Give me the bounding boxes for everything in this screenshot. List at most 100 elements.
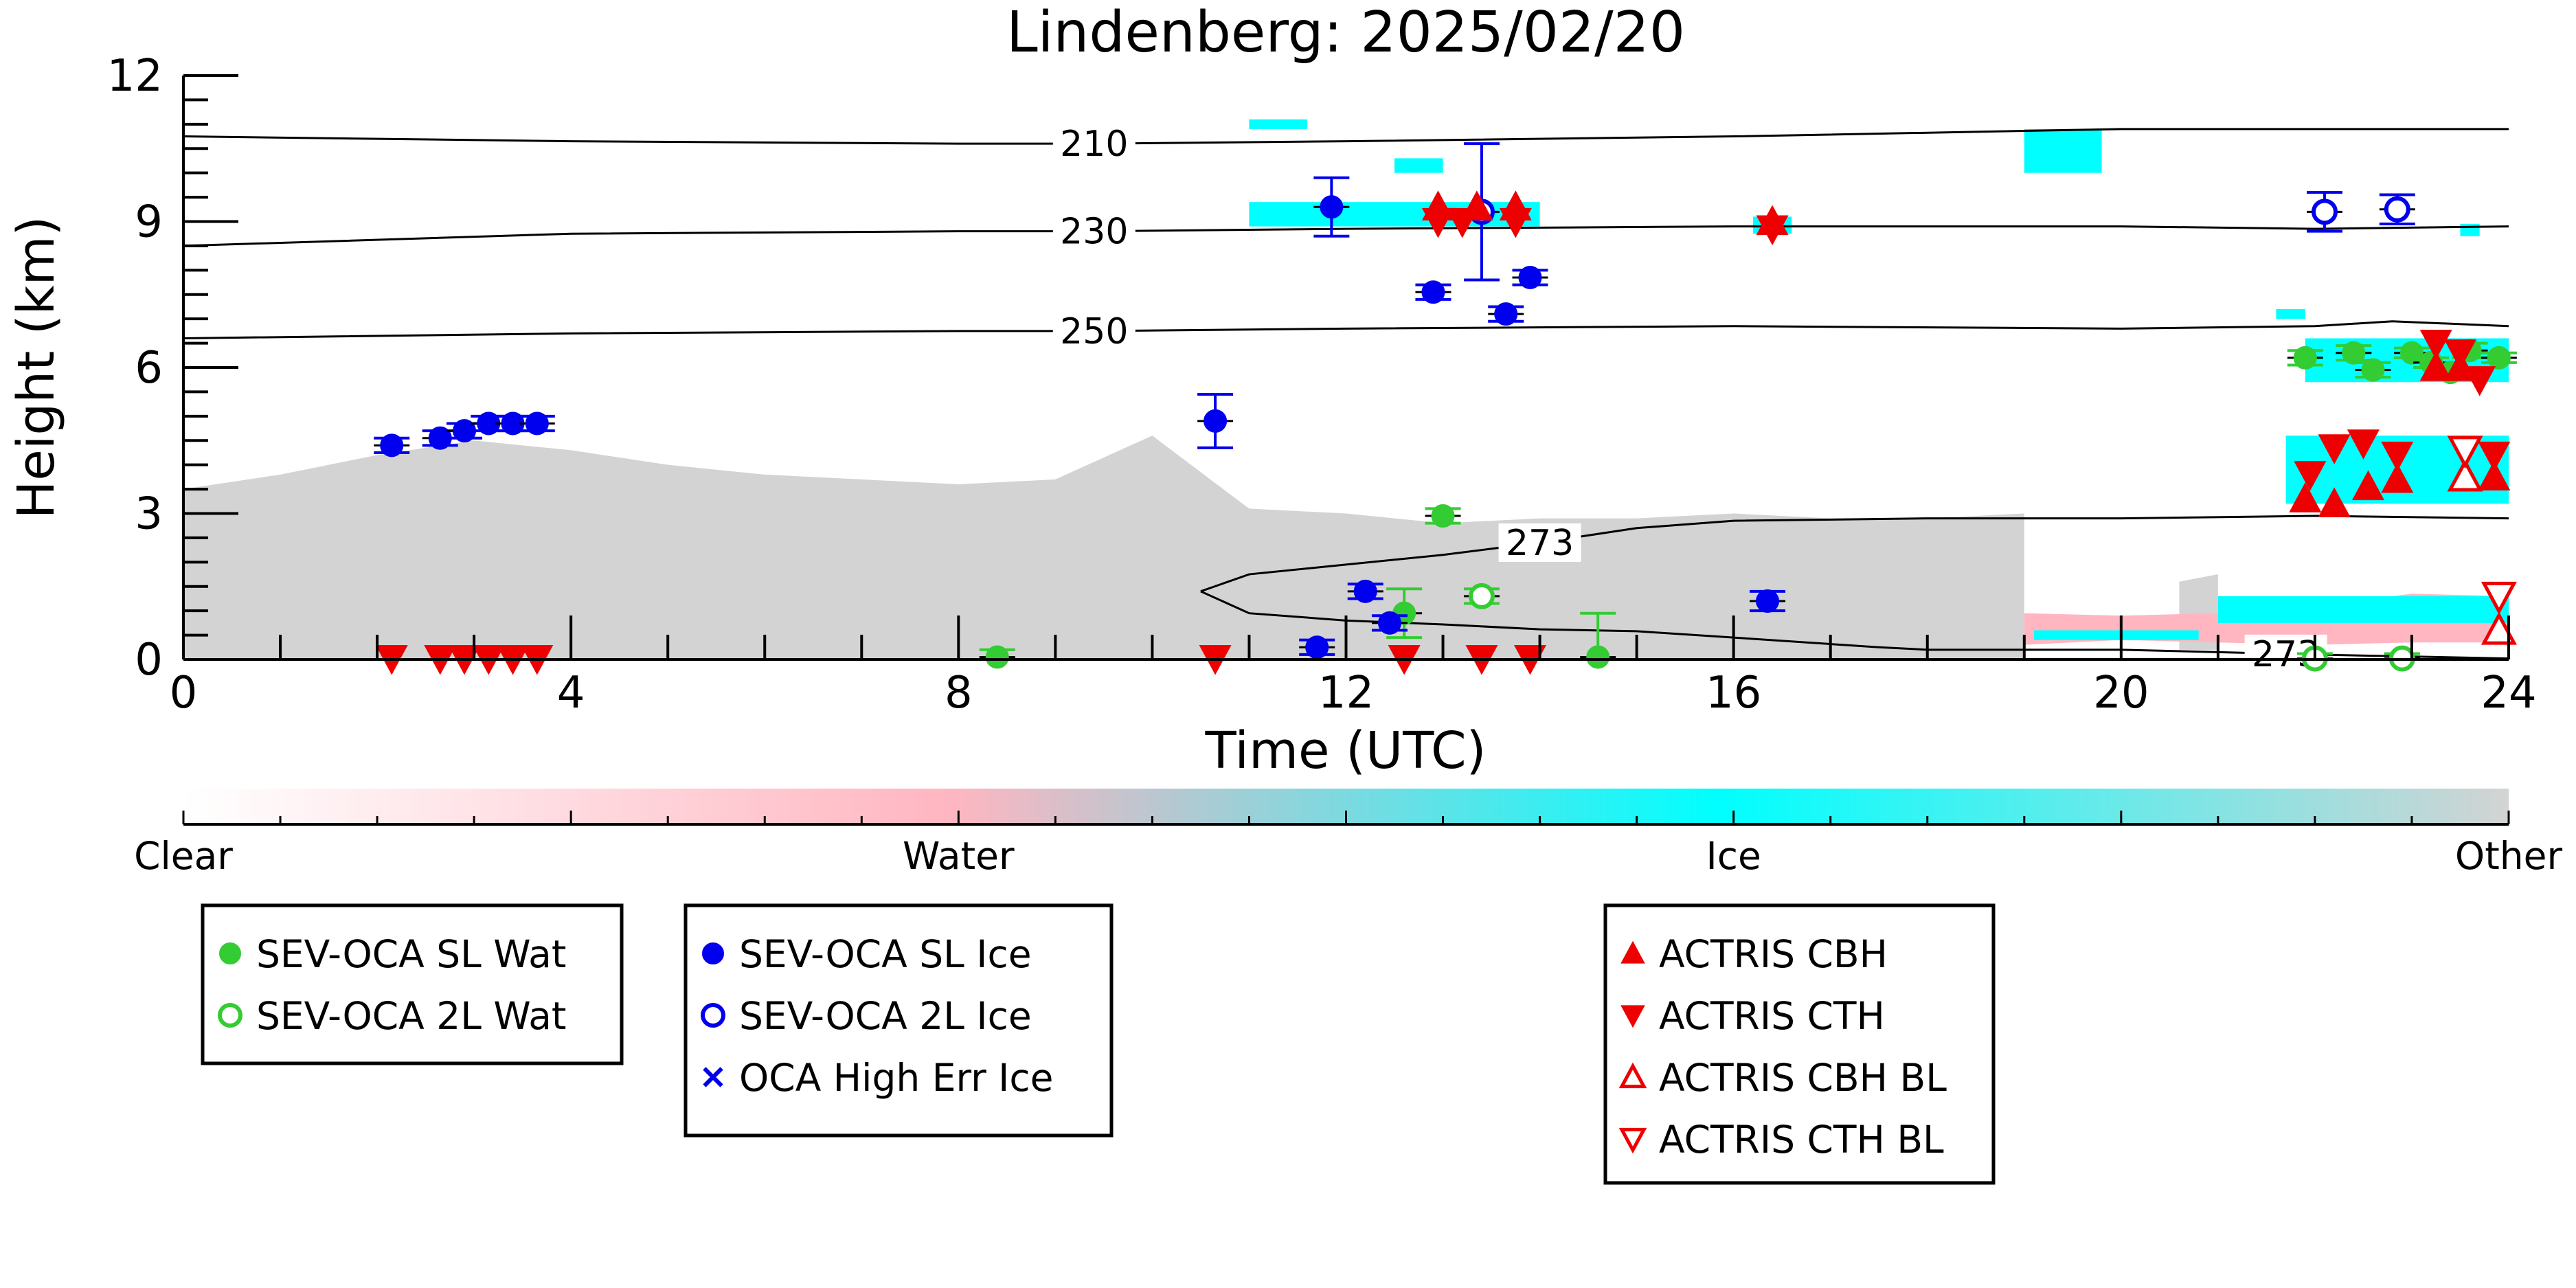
legend-label: SEV-OCA 2L Wat xyxy=(256,994,567,1038)
point-actris-cbh xyxy=(2351,470,2385,501)
ice-region xyxy=(1249,119,1308,129)
legend-box-3: ACTRIS CBH ACTRIS CTH ACTRIS CBH BL ACTRIS … xyxy=(1603,903,1996,1185)
contour-line xyxy=(183,128,2509,145)
colorbar-label-ice: Ice xyxy=(1706,834,1761,878)
legend-label: ACTRIS CBH BL xyxy=(1659,1056,1947,1100)
point-actris-cth xyxy=(2463,366,2496,396)
x-ticks: 0 4 8 12 16 20 24 xyxy=(170,615,2537,719)
point-actris-cth xyxy=(2294,461,2327,491)
point-sev-oca-sl-ice xyxy=(1756,589,1780,613)
contour-line xyxy=(1200,590,2509,659)
legend-marker xyxy=(218,1003,242,1028)
point-sev-oca-sl-ice xyxy=(1204,409,1228,433)
point-actris-cbh-bl xyxy=(2481,611,2517,645)
ice-region xyxy=(2217,596,2509,623)
x-tick-label: 20 xyxy=(2093,668,2149,719)
point-sev-oca-sl-wat xyxy=(2342,341,2366,365)
point-sev-oca-sl-ice xyxy=(1377,611,1401,635)
point-sev-oca-sl-ice xyxy=(1518,265,1542,289)
contour-label-bg xyxy=(1052,212,1136,251)
point-sev-oca-sl-wat xyxy=(2361,358,2385,382)
point-actris-cth xyxy=(2443,339,2477,370)
legend-marker xyxy=(1620,1005,1645,1028)
ice-region xyxy=(2033,630,2199,640)
point-actris-cbh xyxy=(2419,351,2452,381)
point-sev-oca-sl-ice xyxy=(1305,635,1329,659)
legends: SEV-OCA SL Wat SEV-OCA 2L Wat SEV-OCA SL I… xyxy=(201,903,1996,1185)
y-tick-label: 3 xyxy=(135,489,163,540)
temperature-contours xyxy=(183,128,2509,659)
point-actris-cbh xyxy=(2318,487,2351,517)
x-tick-label: 12 xyxy=(1318,668,1374,719)
point-actris-cth xyxy=(2478,441,2511,472)
x-tick-label: 24 xyxy=(2481,668,2536,719)
contour-label: 250 xyxy=(1060,311,1128,352)
contour-line xyxy=(183,320,2509,339)
plot-background xyxy=(183,119,2509,659)
point-actris-cbh xyxy=(2478,460,2511,490)
point-sev-oca-sl-ice xyxy=(1421,280,1445,304)
contour-label-bg xyxy=(1052,124,1136,163)
point-actris-cth xyxy=(1421,207,1455,238)
legend-marker xyxy=(219,942,241,964)
x-tick-label: 16 xyxy=(1706,668,1761,719)
point-actris-cth xyxy=(2381,441,2414,472)
point-actris-cth xyxy=(1446,207,1479,238)
contour-label: 210 xyxy=(1060,124,1128,165)
x-tick-label: 8 xyxy=(945,668,973,719)
point-sev-oca-2l-wat xyxy=(1468,583,1495,609)
chart-title: Lindenberg: 2025/02/20 xyxy=(1006,0,1685,65)
y-ticks: 0 3 6 9 12 xyxy=(107,51,238,686)
point-sev-oca-sl-wat xyxy=(985,645,1009,669)
point-actris-cbh xyxy=(2289,482,2322,512)
legend-label: SEV-OCA 2L Ice xyxy=(739,994,1032,1038)
point-sev-oca-sl-ice xyxy=(1494,302,1518,326)
data-marks xyxy=(374,142,2517,675)
legend-label: SEV-OCA SL Wat xyxy=(256,932,566,976)
ice-region xyxy=(2024,128,2102,173)
contour-line xyxy=(183,225,2509,247)
y-axis-label: Height (km) xyxy=(7,216,66,519)
ice-region xyxy=(1249,202,1540,227)
point-actris-cth xyxy=(2419,330,2452,360)
other-region xyxy=(183,436,2024,659)
point-actris-cth-bl xyxy=(2481,581,2517,615)
legend-marker xyxy=(1618,1062,1647,1089)
x-axis-label: Time (UTC) xyxy=(1204,721,1486,780)
contour-line xyxy=(1200,515,2509,593)
colorbar-labels: Clear Water Ice Other xyxy=(134,834,2562,878)
colorbar-ticks xyxy=(182,811,2510,824)
legend-marker xyxy=(703,1067,723,1087)
point-sev-oca-sl-ice xyxy=(1320,195,1344,219)
contour-label: 230 xyxy=(1060,212,1128,253)
point-sev-oca-sl-wat xyxy=(2487,346,2511,370)
legend-label: SEV-OCA SL Ice xyxy=(739,932,1032,976)
point-sev-oca-2l-ice xyxy=(2384,196,2410,223)
legend-box-2: SEV-OCA SL Ice SEV-OCA 2L Ice OCA High Err… xyxy=(683,903,1114,1138)
point-sev-oca-sl-ice xyxy=(525,411,549,436)
ice-region xyxy=(1394,158,1443,173)
legend-marker xyxy=(702,942,724,964)
point-sev-oca-sl-ice xyxy=(1353,579,1377,603)
point-actris-cth xyxy=(1499,207,1532,238)
colorbar-label-other: Other xyxy=(2455,834,2563,878)
point-actris-cbh xyxy=(2381,462,2414,493)
point-sev-oca-sl-wat xyxy=(2293,346,2317,370)
ice-region xyxy=(2276,309,2305,319)
legend-marker xyxy=(1618,1127,1647,1154)
point-actris-cth-bl xyxy=(2447,436,2483,469)
contour-label-bg xyxy=(1052,311,1136,350)
point-actris-cth xyxy=(1756,215,1789,246)
point-actris-cth xyxy=(2318,434,2351,464)
legend-box-1: SEV-OCA SL Wat SEV-OCA 2L Wat xyxy=(201,903,624,1065)
legend-marker xyxy=(1620,940,1645,964)
y-tick-label: 12 xyxy=(107,51,163,102)
legend-label: ACTRIS CBH xyxy=(1659,932,1888,976)
x-tick-label: 4 xyxy=(557,668,585,719)
point-sev-oca-2l-ice xyxy=(2312,199,2338,225)
point-sev-oca-sl-wat xyxy=(1431,504,1455,528)
point-sev-oca-sl-wat xyxy=(2399,341,2424,365)
legend-label: ACTRIS CTH BL xyxy=(1659,1118,1944,1162)
colorbar-label-water: Water xyxy=(903,834,1015,878)
